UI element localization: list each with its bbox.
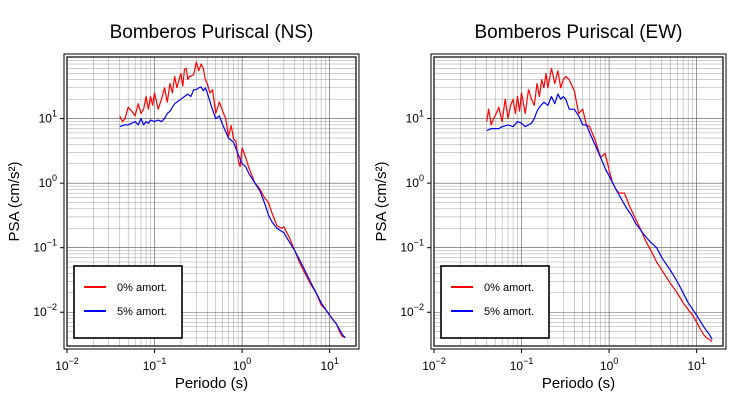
y-tick-label: 101 [406,109,424,126]
plot-frame-outer [63,53,360,350]
y-tick-label: 10−1 [400,238,424,255]
series-line-5pct [486,93,713,340]
y-tick-label: 10−2 [33,302,57,319]
plot-frame [66,56,357,347]
x-tick-label: 10−2 [422,356,446,373]
y-tick-label: 10−2 [400,302,424,319]
legend: 0% amort. 5% amort. [440,265,550,339]
y-tick-label: 10−1 [33,238,57,255]
chart-panel-ns: 10−2 10−1 100 101 10−2 10−1 100 101 Bomberos Pur… [6,22,360,392]
y-tick-label: 100 [39,173,57,190]
chart-title: Bomberos Puriscal (EW) [475,22,683,43]
legend-label-0pct: 0% amort. [117,282,167,294]
x-tick-label: 10−2 [55,356,79,373]
plot-frame-outer [430,53,727,350]
chart-panel-ew: 10−2 10−1 100 101 10−2 10−1 100 101 Bomberos Pur… [373,22,727,392]
y-tick-label: 101 [39,109,57,126]
series-group [119,61,346,339]
x-tick-label: 100 [233,356,251,373]
x-axis-label: Periodo (s) [175,375,248,392]
plot-frame [433,56,724,347]
legend-box [73,265,183,339]
y-tick-label: 100 [406,173,424,190]
legend-label-0pct: 0% amort. [484,282,534,294]
legend: 0% amort. 5% amort. [73,265,183,339]
x-tick-label: 100 [600,356,618,373]
x-tick-label: 10−1 [143,356,167,373]
y-axis-label: PSA (cm/s²) [373,161,390,241]
x-axis-label: Periodo (s) [542,375,615,392]
series-line-5pct [119,86,346,339]
series-group [486,67,713,343]
legend-box [440,265,550,339]
series-line-0pct [486,67,713,343]
x-tick-label: 10−1 [510,356,534,373]
legend-label-5pct: 5% amort. [484,306,534,318]
x-tick-label: 101 [320,356,338,373]
series-line-0pct [119,61,346,338]
chart-title: Bomberos Puriscal (NS) [110,22,314,43]
x-tick-label: 101 [687,356,705,373]
y-axis-label: PSA (cm/s²) [6,161,23,241]
legend-label-5pct: 5% amort. [117,306,167,318]
